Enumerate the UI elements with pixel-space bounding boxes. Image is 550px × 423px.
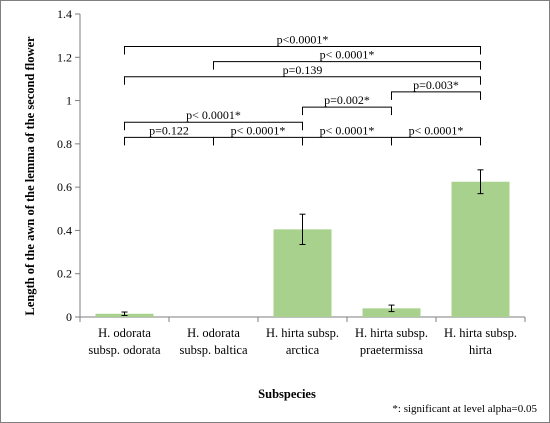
y-tick-label: 1.2 xyxy=(57,50,72,64)
x-axis-title: Subspecies xyxy=(258,387,316,401)
significance-bracket xyxy=(302,136,392,146)
p-value-label: p<0.0001* xyxy=(277,32,329,46)
x-category-label: arctica xyxy=(286,343,320,357)
x-category-label: hirta xyxy=(469,343,492,357)
significance-brackets: p=0.122 p< 0.0001* p< 0.0001* p< 0.0001*p< … xyxy=(124,32,481,146)
p-value-label: p=0.139 xyxy=(283,63,323,77)
p-value-label: p< 0.0001* xyxy=(320,48,375,62)
significance-bracket xyxy=(213,136,303,146)
x-category-label: praetermissa xyxy=(360,343,424,357)
y-tick-label: 1 xyxy=(66,94,72,108)
y-tick-label: 0.2 xyxy=(57,267,72,281)
y-axis-ticks: 0 0.2 0.4 0.6 0.8 1 1.2 1.4 xyxy=(57,7,526,324)
significance-bracket xyxy=(302,106,392,116)
p-value-label: p< 0.0001* xyxy=(186,108,241,122)
significance-bracket xyxy=(124,45,481,55)
x-category-label: H. hirta subsp. xyxy=(266,326,339,340)
significance-bracket xyxy=(213,61,481,70)
significance-bracket xyxy=(391,91,481,100)
p-value-label: p< 0.0001* xyxy=(409,123,464,137)
p-value-label: p=0.002* xyxy=(324,93,370,107)
significance-bracket xyxy=(124,76,481,85)
y-tick-label: 0 xyxy=(66,310,72,324)
significance-bracket xyxy=(124,136,214,146)
p-value-label: p< 0.0001* xyxy=(231,123,286,137)
significance-bracket xyxy=(124,121,303,131)
bar xyxy=(362,308,421,317)
x-category-label: subsp. odorata xyxy=(88,343,161,357)
p-value-label: p=0.003* xyxy=(413,78,459,92)
x-category-label: subsp. baltica xyxy=(179,343,247,357)
y-tick-label: 0.6 xyxy=(57,180,72,194)
significance-footnote: *: significant at level alpha=0.05 xyxy=(392,403,537,415)
x-axis-category-labels: H. odorata subsp. odorata H. odorata subsp.… xyxy=(88,326,517,357)
significance-bracket xyxy=(391,136,481,146)
x-category-label: H. odorata xyxy=(98,326,151,340)
x-category-label: H. hirta subsp. xyxy=(355,326,428,340)
p-value-label: p< 0.0001* xyxy=(320,123,375,137)
x-category-label: H. hirta subsp. xyxy=(444,326,517,340)
y-tick-label: 1.4 xyxy=(57,7,72,21)
bar xyxy=(451,181,510,317)
y-tick-label: 0.4 xyxy=(57,223,72,237)
error-bars xyxy=(121,169,484,316)
x-category-label: H. odorata xyxy=(187,326,240,340)
y-axis-title: Length of the awn of the lemma of the se… xyxy=(23,36,37,316)
bars xyxy=(95,181,510,317)
y-tick-label: 0.8 xyxy=(57,137,72,151)
p-value-label: p=0.122 xyxy=(149,123,189,137)
